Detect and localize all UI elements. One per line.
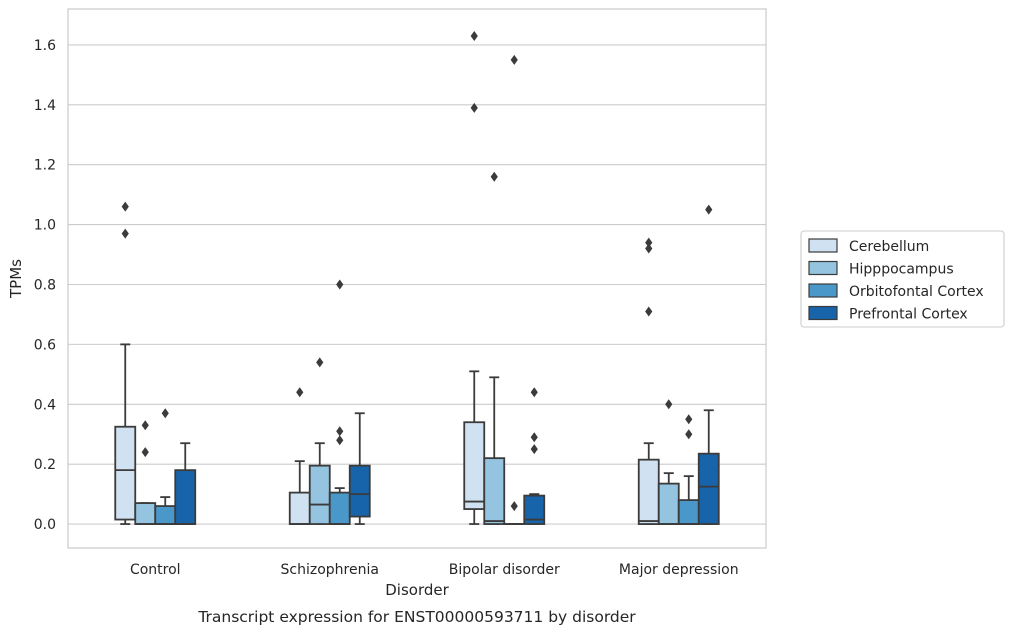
box-iqr (288, 491, 311, 525)
outlier-point (336, 279, 344, 290)
box-prefrontal-cortex-3 (697, 204, 720, 525)
box-cerebellum-1 (288, 387, 311, 525)
legend-label: Hipppocampus (849, 262, 954, 278)
outlier-point (490, 171, 498, 182)
figure-caption: Transcript expression for ENST0000059371… (197, 608, 636, 626)
box-hipppocampus-0 (134, 420, 157, 525)
x-tick-label: Schizophrenia (281, 562, 379, 578)
y-tick-label: 1.0 (34, 218, 56, 234)
box-hipppocampus-3 (657, 399, 680, 525)
legend: Cerebellum Hipppocampus Orbitofontal Corte… (800, 230, 1005, 328)
y-tick-label: 0.4 (34, 397, 56, 413)
y-tick-label: 0.2 (34, 457, 56, 473)
outlier-point (530, 432, 538, 443)
outlier-point (336, 426, 344, 437)
outlier-point (665, 399, 673, 410)
x-tick-labels: Control Schizophrenia Bipolar disorder Majo… (130, 562, 739, 578)
outlier-point (705, 204, 713, 215)
y-axis-label: TPMs (7, 259, 25, 299)
legend-frame (800, 230, 1005, 328)
box-groups (114, 30, 720, 525)
outlier-point (141, 420, 149, 431)
legend-swatch (808, 238, 838, 253)
box-iqr (697, 452, 720, 525)
box-iqr (134, 502, 157, 525)
box-hipppocampus-1 (308, 357, 331, 525)
x-tick-label: Bipolar disorder (449, 562, 560, 578)
outlier-point (470, 30, 478, 41)
legend-swatch (808, 260, 838, 276)
box-iqr (523, 494, 546, 525)
box-iqr (154, 505, 177, 525)
box-cerebellum-2 (463, 30, 486, 525)
box-orbitofontal-cortex-2 (503, 54, 526, 525)
outlier-point (121, 201, 129, 212)
outlier-point (141, 447, 149, 458)
box-hipppocampus-2 (483, 171, 506, 525)
box-orbitofontal-cortex-1 (328, 279, 351, 525)
outlier-point (161, 408, 169, 419)
box-orbitofontal-cortex-3 (677, 414, 700, 525)
box-iqr (637, 458, 660, 525)
box-iqr (657, 482, 680, 525)
legend-swatch (808, 305, 838, 321)
outlier-point (645, 306, 653, 317)
box-iqr (463, 421, 486, 510)
y-tick-label: 0.0 (34, 517, 56, 533)
outlier-point (510, 54, 518, 65)
x-tick-label: Major depression (619, 562, 739, 578)
outlier-point (510, 501, 518, 512)
y-tick-label: 0.8 (34, 277, 56, 293)
box-iqr (114, 425, 137, 521)
legend-swatch (808, 283, 838, 298)
box-cerebellum-0 (114, 201, 137, 525)
plot-frame (67, 8, 767, 549)
y-tick-label: 1.2 (34, 158, 56, 174)
outlier-point (470, 102, 478, 113)
y-tick-labels: 0.0 0.2 0.4 0.6 0.8 1.0 1.2 1.4 1.6 (34, 38, 56, 533)
box-iqr (174, 469, 197, 525)
legend-label: Cerebellum (849, 239, 929, 255)
outlier-point (121, 228, 129, 239)
outlier-point (530, 444, 538, 455)
outlier-point (685, 414, 693, 425)
x-axis-label: Disorder (385, 581, 449, 599)
box-iqr (308, 464, 331, 525)
box-prefrontal-cortex-0 (174, 442, 197, 525)
outlier-point (296, 387, 304, 398)
box-iqr (348, 464, 371, 518)
y-tick-label: 1.6 (34, 38, 56, 54)
box-iqr (483, 457, 506, 525)
box-cerebellum-3 (637, 237, 660, 525)
x-tick-label: Control (130, 562, 181, 578)
box-iqr (328, 491, 351, 525)
legend-label: Orbitofontal Cortex (849, 284, 984, 300)
legend-label: Prefrontal Cortex (849, 307, 968, 323)
y-tick-label: 0.6 (34, 337, 56, 353)
outlier-point (645, 237, 653, 248)
outlier-point (685, 429, 693, 440)
box-orbitofontal-cortex-0 (154, 408, 177, 525)
box-prefrontal-cortex-2 (523, 387, 546, 525)
outlier-point (530, 387, 538, 398)
outlier-point (336, 435, 344, 446)
y-tick-label: 1.4 (34, 98, 56, 114)
outlier-point (645, 243, 653, 254)
grid-lines (68, 44, 766, 525)
outlier-point (316, 357, 324, 368)
box-iqr (677, 499, 700, 525)
box-prefrontal-cortex-1 (348, 412, 371, 525)
